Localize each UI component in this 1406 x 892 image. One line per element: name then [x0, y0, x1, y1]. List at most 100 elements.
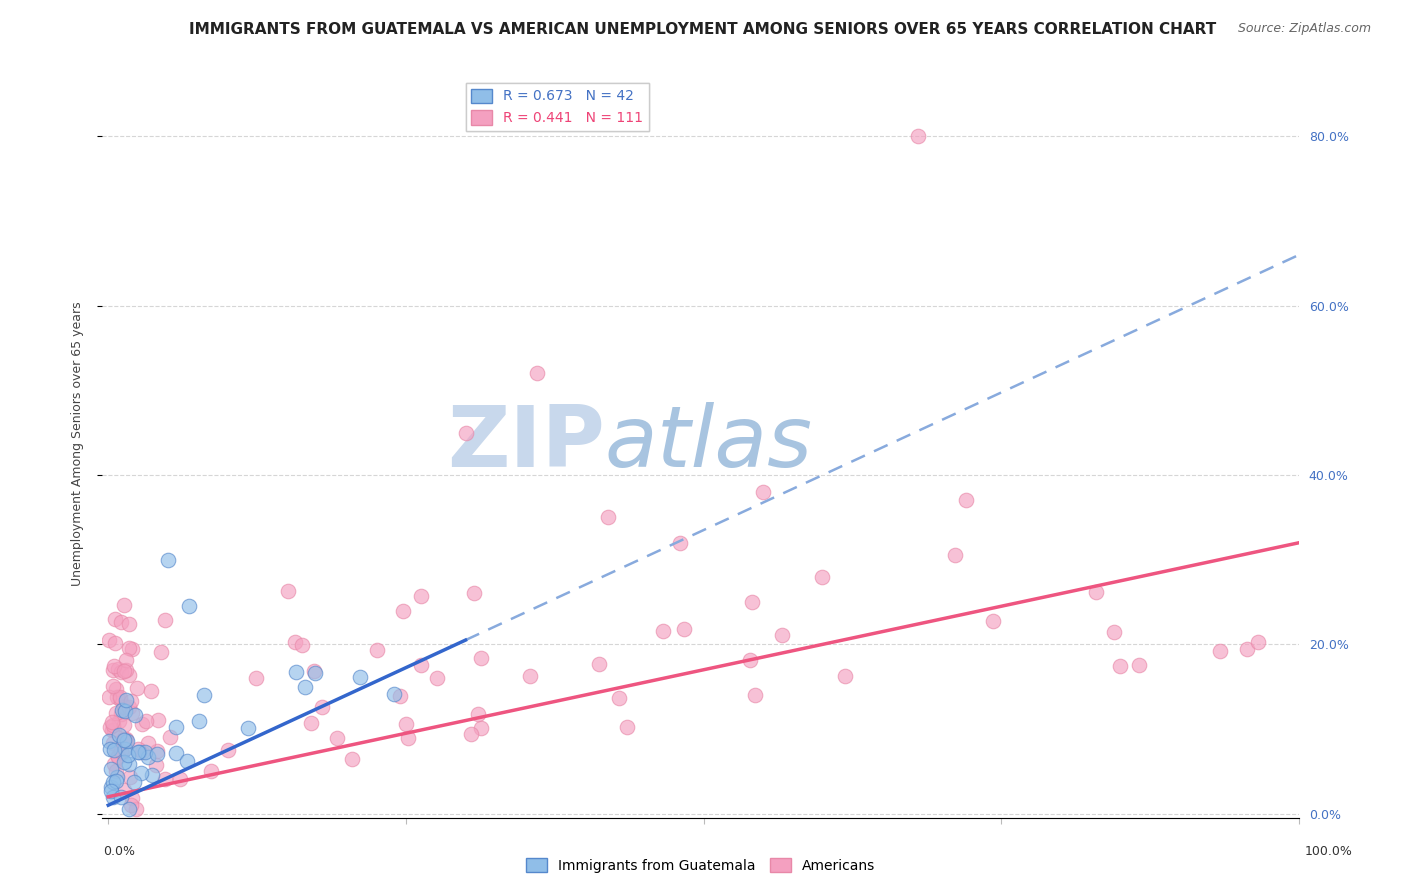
Point [382, 687, 405, 701]
Point [145, 747, 167, 761]
Point [1085, 584, 1108, 599]
Point [425, 671, 447, 685]
Point [169, 772, 191, 787]
Point [131, 717, 153, 731]
Point [907, 129, 929, 144]
Point [115, 663, 138, 677]
Point [120, 694, 142, 708]
Point [165, 720, 187, 734]
Point [673, 622, 696, 636]
Point [112, 717, 135, 731]
Legend: R = 0.673   N = 42, R = 0.441   N = 111: R = 0.673 N = 42, R = 0.441 N = 111 [465, 83, 648, 130]
Point [98, 632, 121, 647]
Point [141, 768, 163, 782]
Point [107, 662, 129, 676]
Point [103, 723, 125, 737]
Point [651, 624, 673, 639]
Point [112, 699, 135, 714]
Point [616, 720, 638, 734]
Point [110, 615, 132, 629]
Point [104, 681, 127, 696]
Point [104, 612, 127, 626]
Point [598, 510, 620, 524]
Point [146, 744, 169, 758]
Point [1247, 634, 1270, 648]
Point [463, 585, 485, 599]
Point [294, 680, 316, 694]
Point [112, 732, 135, 747]
Point [396, 731, 419, 745]
Point [104, 764, 127, 778]
Point [101, 723, 124, 737]
Point [127, 681, 149, 696]
Point [100, 784, 122, 798]
Point [118, 668, 141, 682]
Point [101, 663, 124, 677]
Point [325, 731, 347, 745]
Point [159, 730, 181, 744]
Text: IMMIGRANTS FROM GUATEMALA VS AMERICAN UNEMPLOYMENT AMONG SENIORS OVER 65 YEARS C: IMMIGRANTS FROM GUATEMALA VS AMERICAN UN… [190, 22, 1216, 37]
Point [145, 758, 167, 772]
Point [107, 750, 129, 764]
Point [117, 747, 139, 762]
Point [101, 775, 124, 789]
Point [120, 798, 142, 813]
Point [156, 552, 179, 566]
Point [101, 714, 124, 729]
Point [105, 771, 128, 785]
Point [340, 751, 363, 765]
Point [943, 549, 966, 563]
Point [738, 652, 761, 666]
Point [118, 802, 141, 816]
Point [103, 743, 125, 757]
Point [1128, 657, 1150, 672]
Point [129, 765, 152, 780]
Point [131, 745, 153, 759]
Point [136, 750, 159, 764]
Point [110, 743, 132, 757]
Point [103, 789, 125, 804]
Point [103, 757, 125, 772]
Point [112, 598, 135, 612]
Point [118, 757, 141, 772]
Point [349, 671, 371, 685]
Point [176, 754, 198, 768]
Point [460, 726, 482, 740]
Point [128, 745, 150, 759]
Point [193, 688, 215, 702]
Point [121, 706, 143, 720]
Point [125, 802, 148, 816]
Point [112, 783, 135, 797]
Point [117, 734, 139, 748]
Point [100, 762, 122, 776]
Point [107, 729, 129, 743]
Point [100, 780, 122, 794]
Point [111, 703, 134, 717]
Point [104, 774, 127, 789]
Point [153, 613, 176, 627]
Point [118, 617, 141, 632]
Point [105, 706, 128, 720]
Point [291, 638, 314, 652]
Point [135, 714, 157, 729]
Point [114, 653, 136, 667]
Text: ZIP: ZIP [447, 401, 605, 484]
Point [138, 736, 160, 750]
Point [98, 742, 121, 756]
Point [299, 715, 322, 730]
Text: Source: ZipAtlas.com: Source: ZipAtlas.com [1237, 22, 1371, 36]
Point [470, 651, 492, 665]
Point [108, 690, 131, 704]
Point [519, 668, 541, 682]
Point [302, 664, 325, 678]
Point [98, 734, 121, 748]
Point [110, 789, 132, 804]
Point [217, 742, 239, 756]
Point [277, 584, 299, 599]
Point [834, 669, 856, 683]
Point [526, 367, 548, 381]
Point [98, 690, 121, 705]
Text: atlas: atlas [605, 401, 813, 484]
Point [366, 643, 388, 657]
Point [112, 733, 135, 747]
